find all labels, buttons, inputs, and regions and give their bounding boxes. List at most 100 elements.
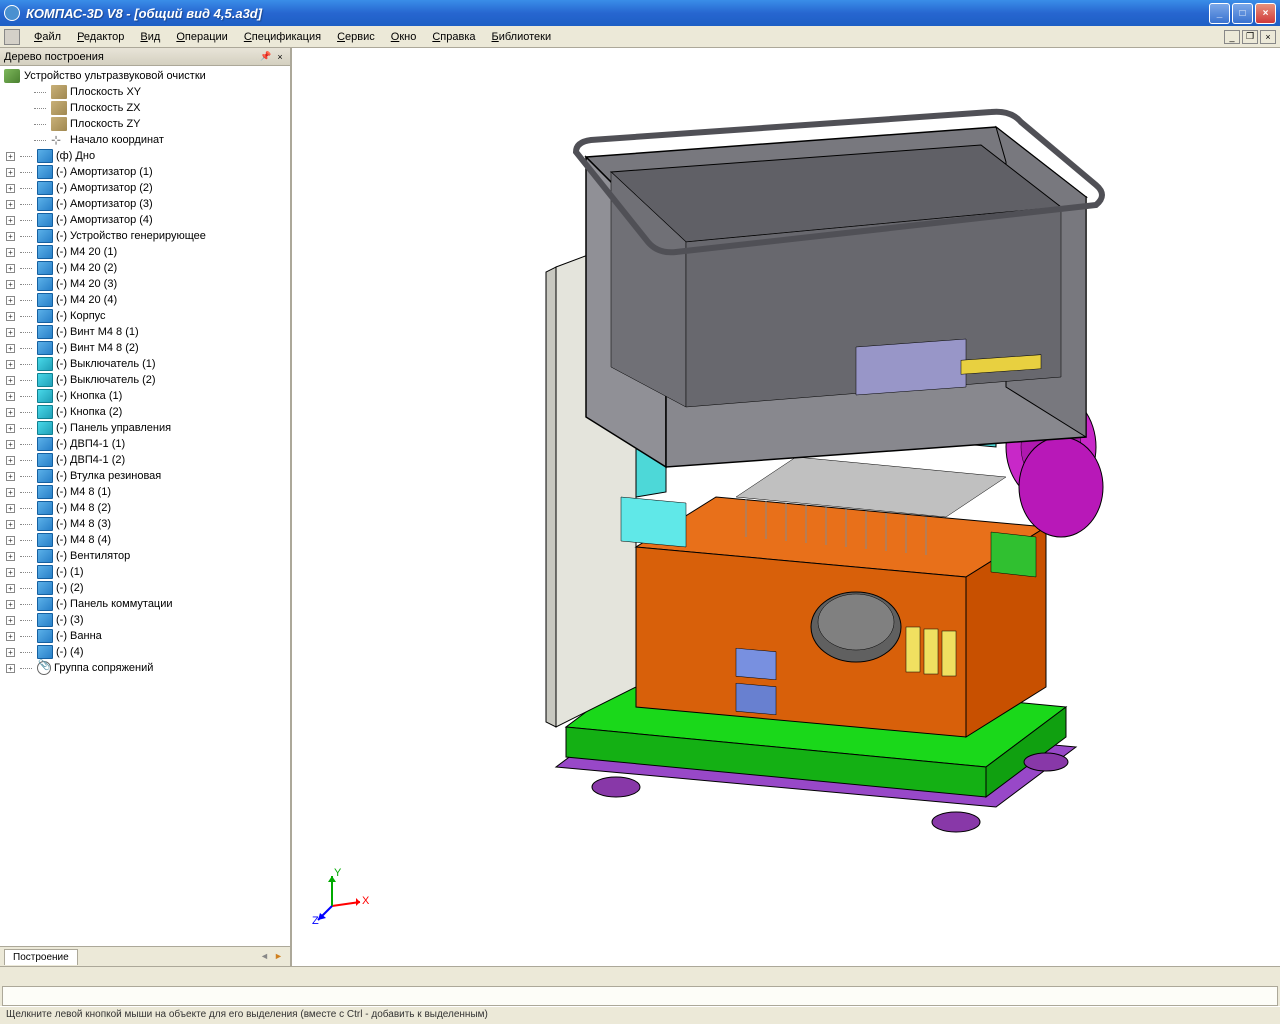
part-icon: [37, 197, 53, 211]
tree-item[interactable]: Плоскость ZY: [2, 116, 288, 132]
tree-item-label: (-) Кнопка (1): [56, 390, 122, 402]
expand-icon[interactable]: +: [6, 424, 15, 433]
minimize-button[interactable]: _: [1209, 3, 1230, 24]
expand-icon[interactable]: +: [6, 184, 15, 193]
tree-item[interactable]: +(-) Ванна: [2, 628, 288, 644]
system-menu-icon[interactable]: [4, 29, 20, 45]
expand-icon[interactable]: +: [6, 536, 15, 545]
menu-item[interactable]: Окно: [383, 29, 425, 45]
tree-item[interactable]: +(-) Панель управления: [2, 420, 288, 436]
tree-item[interactable]: +(-) ДВП4-1 (2): [2, 452, 288, 468]
expand-icon[interactable]: +: [6, 280, 15, 289]
expand-icon[interactable]: +: [6, 632, 15, 641]
tree-item[interactable]: +(-) Амортизатор (2): [2, 180, 288, 196]
tree-item[interactable]: +(-) М4 20 (1): [2, 244, 288, 260]
expand-icon[interactable]: +: [6, 264, 15, 273]
expand-icon[interactable]: +: [6, 328, 15, 337]
expand-icon[interactable]: +: [6, 296, 15, 305]
expand-icon[interactable]: +: [6, 520, 15, 529]
tree-item[interactable]: +(-) Корпус: [2, 308, 288, 324]
tree-item[interactable]: +(-) Устройство генерирующее: [2, 228, 288, 244]
tree-item[interactable]: +(-) Вентилятор: [2, 548, 288, 564]
expand-icon[interactable]: +: [6, 232, 15, 241]
tree-item[interactable]: +(-) М4 8 (4): [2, 532, 288, 548]
tree-item[interactable]: Начало координат: [2, 132, 288, 148]
tree-item[interactable]: Плоскость ZX: [2, 100, 288, 116]
footer-tab[interactable]: Построение: [4, 949, 78, 965]
expand-icon[interactable]: +: [6, 152, 15, 161]
tree-item[interactable]: +(-) М4 8 (2): [2, 500, 288, 516]
tree-item[interactable]: +(-) Амортизатор (1): [2, 164, 288, 180]
panel-pin-icon[interactable]: 📌: [260, 51, 272, 63]
menu-item[interactable]: Справка: [424, 29, 483, 45]
tree-item[interactable]: +(-) М4 8 (1): [2, 484, 288, 500]
tree-item[interactable]: +(-) Винт М4 8 (1): [2, 324, 288, 340]
expand-icon[interactable]: +: [6, 168, 15, 177]
menu-item[interactable]: Редактор: [69, 29, 132, 45]
feature-tree[interactable]: Устройство ультразвуковой очистки Плоско…: [0, 66, 290, 946]
expand-icon[interactable]: +: [6, 504, 15, 513]
expand-icon[interactable]: +: [6, 584, 15, 593]
expand-icon[interactable]: +: [6, 360, 15, 369]
mdi-restore-button[interactable]: ❐: [1242, 30, 1258, 44]
tree-item[interactable]: + (-) Кнопка (1): [2, 388, 288, 404]
menu-item[interactable]: Операции: [168, 29, 235, 45]
status-bar: Щелкните левой кнопкой мыши на объекте д…: [0, 1006, 1280, 1024]
tree-item[interactable]: +(-) (3): [2, 612, 288, 628]
nav-next-icon[interactable]: ►: [274, 951, 286, 963]
menu-item[interactable]: Файл: [26, 29, 69, 45]
mdi-minimize-button[interactable]: _: [1224, 30, 1240, 44]
tree-item[interactable]: +(-) Кнопка (2): [2, 404, 288, 420]
tree-item[interactable]: +(-) Выключатель (1): [2, 356, 288, 372]
expand-icon[interactable]: +: [6, 472, 15, 481]
menu-item[interactable]: Библиотеки: [484, 29, 560, 45]
expand-icon[interactable]: +: [6, 552, 15, 561]
tree-item[interactable]: +(-) М4 20 (3): [2, 276, 288, 292]
expand-icon[interactable]: +: [6, 648, 15, 657]
expand-icon[interactable]: +: [6, 248, 15, 257]
command-input[interactable]: [2, 986, 1278, 1006]
tree-item[interactable]: +(-) Втулка резиновая: [2, 468, 288, 484]
expand-icon[interactable]: +: [6, 312, 15, 321]
expand-icon[interactable]: +: [6, 456, 15, 465]
expand-icon[interactable]: +: [6, 344, 15, 353]
tree-item[interactable]: +(-) Выключатель (2): [2, 372, 288, 388]
tree-item[interactable]: +(-) М4 20 (2): [2, 260, 288, 276]
tree-item[interactable]: +(-) М4 20 (4): [2, 292, 288, 308]
expand-icon[interactable]: +: [6, 200, 15, 209]
expand-icon[interactable]: +: [6, 392, 15, 401]
tree-item[interactable]: +(-) Амортизатор (4): [2, 212, 288, 228]
expand-icon[interactable]: +: [6, 600, 15, 609]
tree-item[interactable]: +(ф) Дно: [2, 148, 288, 164]
tree-item[interactable]: +(-) (4): [2, 644, 288, 660]
expand-icon[interactable]: +: [6, 440, 15, 449]
panel-close-icon[interactable]: ×: [274, 51, 286, 63]
expand-icon[interactable]: +: [6, 488, 15, 497]
tree-item[interactable]: +(-) Панель коммутации: [2, 596, 288, 612]
svg-text:Y: Y: [334, 867, 342, 879]
tree-item[interactable]: +(-) (1): [2, 564, 288, 580]
tree-item[interactable]: +(-) Амортизатор (3): [2, 196, 288, 212]
viewport-3d[interactable]: X Y Z: [292, 48, 1280, 966]
maximize-button[interactable]: □: [1232, 3, 1253, 24]
tree-root[interactable]: Устройство ультразвуковой очистки: [2, 68, 288, 84]
menu-item[interactable]: Спецификация: [236, 29, 329, 45]
tree-item[interactable]: +Группа сопряжений: [2, 660, 288, 676]
expand-icon[interactable]: +: [6, 408, 15, 417]
mdi-close-button[interactable]: ×: [1260, 30, 1276, 44]
tree-item[interactable]: +(-) М4 8 (3): [2, 516, 288, 532]
nav-prev-icon[interactable]: ◄: [260, 951, 272, 963]
tree-item[interactable]: Плоскость XY: [2, 84, 288, 100]
expand-icon[interactable]: +: [6, 376, 15, 385]
tree-item[interactable]: +(-) ДВП4-1 (1): [2, 436, 288, 452]
close-button[interactable]: ×: [1255, 3, 1276, 24]
expand-icon[interactable]: +: [6, 616, 15, 625]
tree-item[interactable]: +(-) (2): [2, 580, 288, 596]
part-icon: [37, 149, 53, 163]
menu-item[interactable]: Сервис: [329, 29, 383, 45]
tree-item[interactable]: +(-) Винт М4 8 (2): [2, 340, 288, 356]
menu-item[interactable]: Вид: [132, 29, 168, 45]
expand-icon[interactable]: +: [6, 568, 15, 577]
expand-icon[interactable]: +: [6, 216, 15, 225]
expand-icon[interactable]: +: [6, 664, 15, 673]
